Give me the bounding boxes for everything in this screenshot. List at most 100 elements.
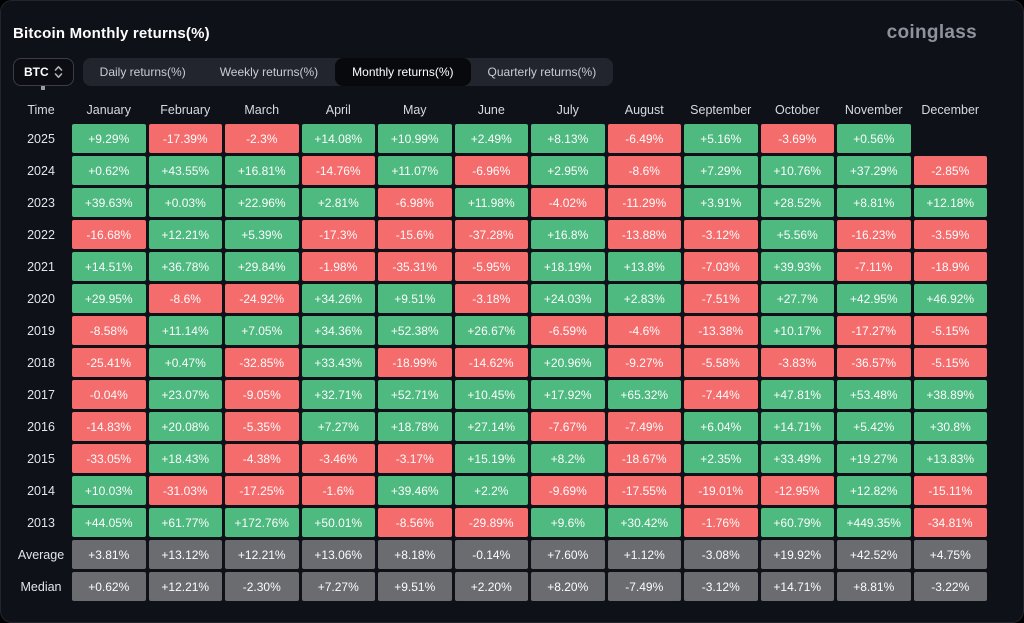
return-cell: -24.92% bbox=[225, 284, 299, 313]
controls-bar: BTC Daily returns(%) Weekly returns(%) Mon… bbox=[13, 58, 1011, 90]
return-cell: +7.60% bbox=[531, 540, 605, 569]
return-cell: -5.58% bbox=[684, 348, 758, 377]
tab-weekly[interactable]: Weekly returns(%) bbox=[219, 65, 319, 79]
return-cell: -4.38% bbox=[225, 444, 299, 473]
return-cell: +7.29% bbox=[684, 156, 758, 185]
return-cell: +449.35% bbox=[837, 508, 911, 537]
return-cell: +3.81% bbox=[72, 540, 146, 569]
return-cell: -15.11% bbox=[913, 476, 987, 505]
return-cell: +39.93% bbox=[760, 252, 834, 281]
return-cell: +3.91% bbox=[684, 188, 758, 217]
row-label-2013: 2013 bbox=[27, 515, 55, 530]
month-column-header: January bbox=[86, 102, 131, 117]
month-column-header: April bbox=[325, 102, 351, 117]
return-cell: -3.69% bbox=[760, 124, 834, 153]
return-cell: +12.21% bbox=[148, 572, 222, 601]
return-cell: +8.81% bbox=[837, 188, 911, 217]
symbol-label: BTC bbox=[24, 65, 49, 79]
return-cell: +47.81% bbox=[760, 380, 834, 409]
return-cell: -5.35% bbox=[225, 412, 299, 441]
return-cell: +43.55% bbox=[148, 156, 222, 185]
return-cell: +8.18% bbox=[378, 540, 452, 569]
return-cell: +50.01% bbox=[301, 508, 375, 537]
row-label-average: Average bbox=[17, 547, 65, 562]
tab-quarterly[interactable]: Quarterly returns(%) bbox=[487, 65, 597, 79]
return-cell: +2.35% bbox=[684, 444, 758, 473]
return-cell: +7.27% bbox=[301, 572, 375, 601]
return-cell: +2.83% bbox=[607, 284, 681, 313]
return-cell: +10.03% bbox=[72, 476, 146, 505]
return-cell: +39.63% bbox=[72, 188, 146, 217]
return-cell: +16.81% bbox=[225, 156, 299, 185]
return-cell: +7.27% bbox=[301, 412, 375, 441]
return-cell: -29.89% bbox=[454, 508, 528, 537]
return-cell: -17.25% bbox=[225, 476, 299, 505]
return-cell: -13.88% bbox=[607, 220, 681, 249]
coinglass-logo[interactable]: coinglass bbox=[886, 22, 977, 43]
return-cell: -7.49% bbox=[607, 572, 681, 601]
return-cell: -9.69% bbox=[531, 476, 605, 505]
row-label-2017: 2017 bbox=[27, 387, 55, 402]
return-cell: +19.92% bbox=[760, 540, 834, 569]
return-cell: -18.99% bbox=[378, 348, 452, 377]
return-cell: -7.51% bbox=[684, 284, 758, 313]
return-cell: -5.15% bbox=[913, 316, 987, 345]
month-column-header: May bbox=[402, 102, 427, 117]
return-cell: +8.13% bbox=[531, 124, 605, 153]
return-cell: -8.56% bbox=[378, 508, 452, 537]
return-cell: +17.92% bbox=[531, 380, 605, 409]
return-cell: -36.57% bbox=[837, 348, 911, 377]
return-cell: -14.83% bbox=[72, 412, 146, 441]
return-cell: +0.62% bbox=[72, 156, 146, 185]
return-cell: +0.56% bbox=[837, 124, 911, 153]
return-cell: +34.26% bbox=[301, 284, 375, 313]
return-cell: -18.9% bbox=[913, 252, 987, 281]
return-cell: -25.41% bbox=[72, 348, 146, 377]
return-cell: -5.15% bbox=[913, 348, 987, 377]
return-cell: -17.55% bbox=[607, 476, 681, 505]
return-cell: +14.51% bbox=[72, 252, 146, 281]
return-cell: +38.89% bbox=[913, 380, 987, 409]
month-column-header: July bbox=[556, 102, 579, 117]
return-cell: -13.38% bbox=[684, 316, 758, 345]
return-cell: +65.32% bbox=[607, 380, 681, 409]
row-label-2015: 2015 bbox=[27, 451, 55, 466]
return-cell: +10.17% bbox=[760, 316, 834, 345]
return-cell: +14.71% bbox=[760, 412, 834, 441]
return-cell: +13.12% bbox=[148, 540, 222, 569]
return-cell: +20.96% bbox=[531, 348, 605, 377]
return-cell: +14.71% bbox=[760, 572, 834, 601]
return-cell: -3.59% bbox=[913, 220, 987, 249]
row-label-2021: 2021 bbox=[27, 259, 55, 274]
return-cell: -2.3% bbox=[225, 124, 299, 153]
return-cell: +5.56% bbox=[760, 220, 834, 249]
return-cell: -3.18% bbox=[454, 284, 528, 313]
return-cell: +10.45% bbox=[454, 380, 528, 409]
return-cell: -1.98% bbox=[301, 252, 375, 281]
return-cell: +24.03% bbox=[531, 284, 605, 313]
return-cell: -3.08% bbox=[684, 540, 758, 569]
return-cell: +42.95% bbox=[837, 284, 911, 313]
return-cell: -0.04% bbox=[72, 380, 146, 409]
tab-daily[interactable]: Daily returns(%) bbox=[99, 65, 186, 79]
handle-dot bbox=[41, 86, 46, 90]
return-cell: +33.43% bbox=[301, 348, 375, 377]
return-cell: +30.8% bbox=[913, 412, 987, 441]
return-cell: +16.8% bbox=[531, 220, 605, 249]
return-cell: -3.83% bbox=[760, 348, 834, 377]
return-cell: +1.12% bbox=[607, 540, 681, 569]
return-cell: +27.7% bbox=[760, 284, 834, 313]
tab-monthly[interactable]: Monthly returns(%) bbox=[335, 58, 471, 86]
row-label-2020: 2020 bbox=[27, 291, 55, 306]
return-cell: -1.76% bbox=[684, 508, 758, 537]
return-cell: -33.05% bbox=[72, 444, 146, 473]
return-cell: +9.29% bbox=[72, 124, 146, 153]
return-cell: +2.81% bbox=[301, 188, 375, 217]
return-cell: +12.21% bbox=[148, 220, 222, 249]
return-cell: +8.81% bbox=[837, 572, 911, 601]
time-column-header: Time bbox=[27, 102, 55, 117]
return-cell: -3.12% bbox=[684, 572, 758, 601]
return-cell: -4.6% bbox=[607, 316, 681, 345]
return-cell: +10.99% bbox=[378, 124, 452, 153]
symbol-selector[interactable]: BTC bbox=[13, 58, 74, 90]
